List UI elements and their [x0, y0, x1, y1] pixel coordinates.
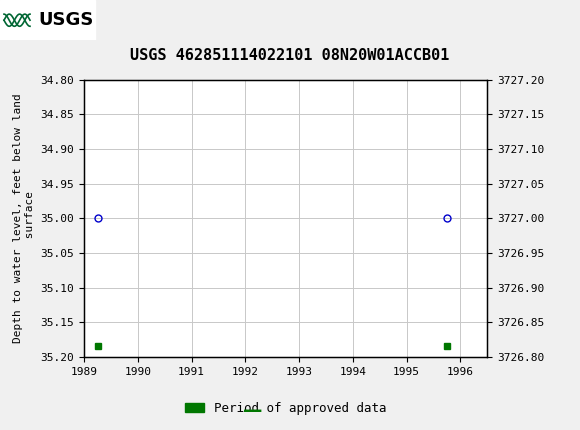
Text: USGS: USGS	[38, 11, 93, 29]
Legend: Period of approved data: Period of approved data	[180, 397, 392, 420]
Bar	[0, 0, 90, 40]
Text: USGS 462851114022101 08N20W01ACCB01: USGS 462851114022101 08N20W01ACCB01	[130, 48, 450, 62]
Bar	[0, 0, 95, 40]
Y-axis label: Depth to water level, feet below land
 surface: Depth to water level, feet below land su…	[13, 93, 35, 343]
Text: —: —	[242, 401, 262, 420]
